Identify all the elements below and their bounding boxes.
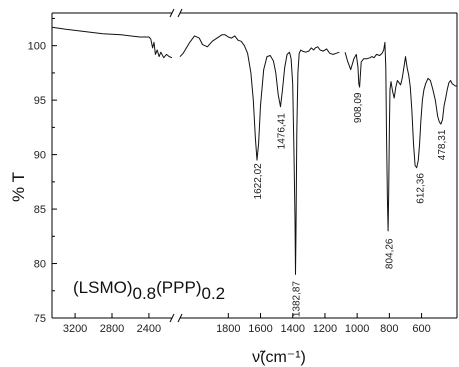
- x-tick-label: 2800: [100, 323, 124, 335]
- axis-break-marks: [169, 8, 183, 323]
- axis-break-mark: [177, 8, 183, 18]
- annotation-mid: (PPP): [156, 278, 201, 297]
- annotation-sub1: 0.8: [133, 284, 157, 303]
- x-tick-label: 1800: [216, 323, 240, 335]
- peak-label: 1622,02: [253, 163, 264, 200]
- annotation-sub2: 0.2: [201, 284, 225, 303]
- x-tick-label: 1200: [313, 323, 337, 335]
- peak-label: 478,31: [437, 129, 448, 160]
- y-tick-label: 90: [34, 150, 46, 162]
- y-tick-label: 80: [34, 259, 46, 271]
- plot-frame: [51, 12, 458, 319]
- x-tick-label: 600: [412, 323, 430, 335]
- x-tick-label: 3200: [63, 323, 87, 335]
- spectrum-series: [51, 26, 457, 275]
- y-tick-label: 95: [34, 95, 46, 107]
- peak-label: 1476,41: [277, 113, 288, 150]
- y-axis-ticks: 75 80 85 90 95 100: [28, 17, 57, 325]
- x-tick-label: 800: [380, 323, 398, 335]
- peak-label: 908,09: [353, 92, 364, 123]
- y-tick-label: 85: [34, 204, 46, 216]
- y-tick-label: 75: [34, 313, 46, 325]
- x-axis-title: ν̃(cm⁻¹): [252, 349, 306, 366]
- x-axis-ticks: 3200 2800 2400 1800 1600 1400 1200 1000 800 600: [63, 313, 431, 335]
- y-axis-title: % T: [9, 172, 28, 202]
- peak-label: 804,26: [385, 238, 396, 269]
- x-tick-label: 1600: [248, 323, 272, 335]
- axis-break-mark: [169, 313, 175, 323]
- spectrum-line-segment-1: [51, 26, 173, 59]
- peak-label: 1382,87: [292, 281, 303, 318]
- axis-break-mark: [177, 313, 183, 323]
- annotation-main: (LSMO): [73, 278, 133, 297]
- spectrum-line-segment-3: [344, 41, 457, 232]
- x-tick-label: 1400: [280, 323, 304, 335]
- peak-labels: 1622,02 1476,41 1382,87 908,09 804,26 612,36 4…: [253, 92, 448, 317]
- axis-break-mark: [169, 8, 175, 18]
- x-tick-label: 1000: [345, 323, 369, 335]
- spectrum-line-segment-2: [179, 34, 340, 275]
- sample-annotation: (LSMO)0.8(PPP)0.2: [73, 278, 225, 303]
- peak-label: 612,36: [416, 173, 427, 204]
- y-tick-label: 100: [28, 41, 46, 53]
- x-tick-label: 2400: [137, 323, 161, 335]
